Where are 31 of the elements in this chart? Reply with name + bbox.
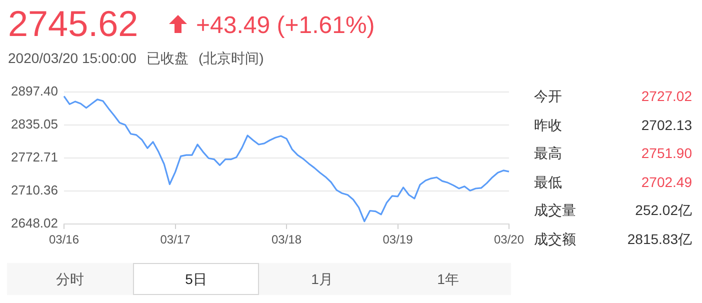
text: 2702.49: [641, 172, 692, 192]
text: 已收盘: [146, 50, 188, 66]
text: 2815.83亿: [627, 230, 692, 249]
x-tick-label: 03/16: [48, 232, 80, 247]
text: (北京时间): [198, 50, 264, 66]
text: 今开: [534, 87, 562, 106]
text: 2020/03/20 15:00:00: [8, 50, 136, 66]
chart-title: 2745.62: [8, 2, 138, 46]
y-tick-label: 2710.36: [11, 182, 58, 198]
text: 252.02亿: [635, 201, 692, 220]
text: 最低: [534, 172, 562, 192]
text: 1月: [259, 263, 385, 295]
y-tick-label: 2835.05: [11, 116, 58, 132]
y-tick-label: 2772.71: [11, 149, 58, 164]
text: 5日: [133, 263, 259, 295]
text: 成交量: [534, 201, 576, 220]
text: 昨收: [534, 116, 562, 135]
text: 2727.02: [641, 87, 692, 106]
y-tick-label: 2897.40: [11, 83, 58, 98]
text: 1年: [385, 263, 511, 295]
text: 分时: [7, 263, 133, 295]
chart-subtitle: +43.49 (+1.61%): [196, 11, 375, 41]
text: 成交额: [534, 230, 576, 249]
text: 最高: [534, 144, 562, 164]
x-tick-label: 03/18: [271, 232, 302, 247]
text: 2702.13: [641, 116, 692, 135]
x-tick-label: 03/20: [494, 232, 524, 247]
x-tick-label: 03/19: [382, 232, 414, 247]
y-tick-label: 2648.02: [11, 216, 58, 231]
text: 2751.90: [641, 144, 692, 164]
x-tick-label: 03/17: [160, 232, 191, 247]
